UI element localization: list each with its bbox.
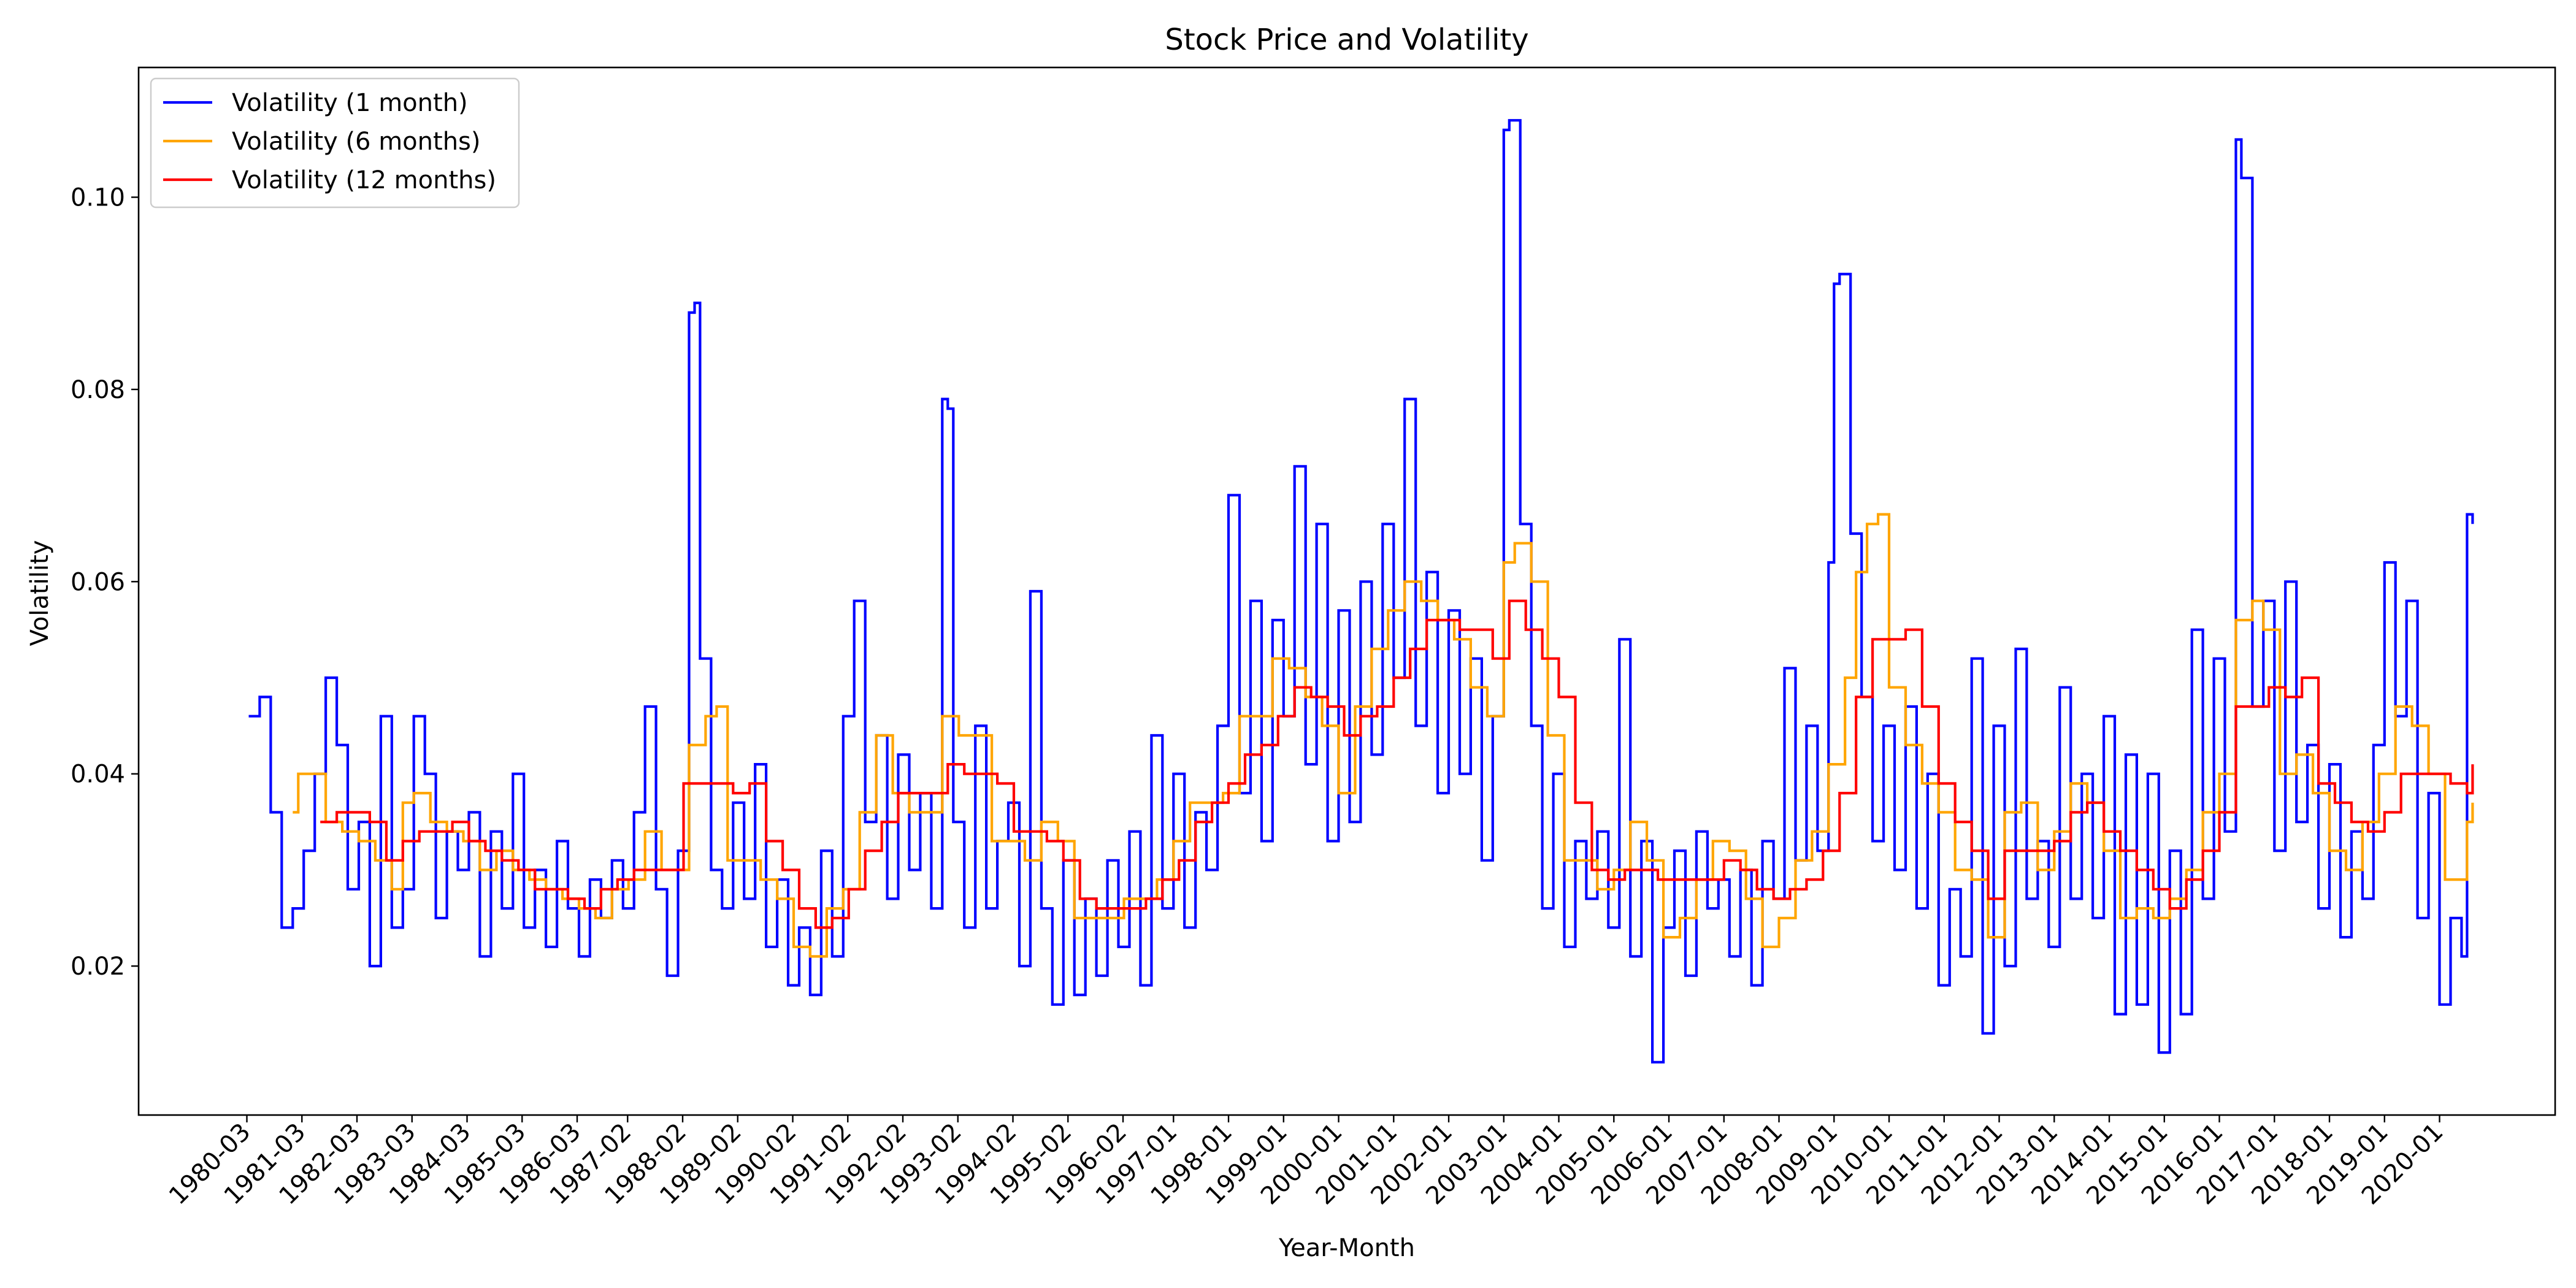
legend-entry-label: Volatility (6 months) <box>232 128 481 156</box>
legend-box <box>150 77 520 209</box>
legend: Volatility (1 month) Volatility (6 months… <box>150 77 520 209</box>
chart-title: Stock Price and Volatility <box>1165 23 1528 57</box>
axes <box>137 66 2556 1116</box>
y-tick-label: 0.04 <box>71 761 125 789</box>
y-tick-label: 0.08 <box>71 376 125 404</box>
legend-entry-label: Volatility (1 month) <box>232 89 468 117</box>
legend-entry-label: Volatility (12 months) <box>232 166 496 194</box>
plot-frame <box>137 66 2556 1116</box>
series-line-3 <box>320 599 2474 929</box>
series-line-1 <box>248 119 2474 1064</box>
x-axis-label: Year-Month <box>1278 1234 1415 1262</box>
y-tick-label: 0.02 <box>71 953 125 981</box>
series-line-2 <box>293 513 2474 958</box>
plot-area-lines <box>248 119 2474 1064</box>
y-tick-label: 0.10 <box>71 184 125 212</box>
y-axis-ticks: 0.02 0.04 0.06 0.08 0.10 <box>71 184 139 981</box>
y-axis-label: Volatility <box>26 540 54 646</box>
y-tick-label: 0.06 <box>71 568 125 596</box>
